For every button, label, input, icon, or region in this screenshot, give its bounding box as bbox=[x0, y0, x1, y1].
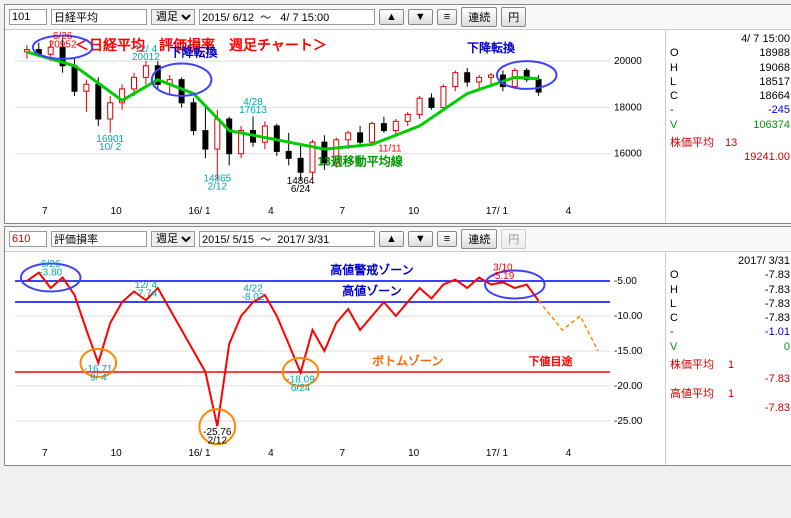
sb2-v: 0 bbox=[784, 340, 790, 354]
svg-text:10: 10 bbox=[111, 448, 123, 459]
nikkei-panel: 週足 ▲ ▼ ≡ 連続 円 16000 18000 20000 7 10 16/ 1 4 7 1… bbox=[4, 4, 791, 224]
svg-text:7: 7 bbox=[339, 206, 345, 217]
toolbar-2: 週足 ▲ ▼ ≡ 連続 円 bbox=[5, 227, 791, 252]
up-button-2[interactable]: ▲ bbox=[379, 231, 404, 247]
svg-text:-8.02: -8.02 bbox=[242, 292, 265, 303]
sb2-date: 2017/ 3/31 bbox=[670, 254, 790, 268]
svg-text:6/24: 6/24 bbox=[291, 184, 311, 195]
svg-text:17/ 1: 17/ 1 bbox=[486, 206, 509, 217]
svg-text:高値ゾーン: 高値ゾーン bbox=[342, 283, 401, 298]
sb1-ma: 19241.00 bbox=[670, 150, 790, 164]
svg-text:下降転換: 下降転換 bbox=[467, 40, 516, 55]
sb1-chg: -245 bbox=[768, 103, 790, 117]
menu-button-1[interactable]: ≡ bbox=[437, 9, 457, 25]
svg-text:10: 10 bbox=[408, 206, 420, 217]
sb1-ma-label: 株価平均 13 bbox=[670, 136, 790, 150]
svg-text:20012: 20012 bbox=[132, 52, 160, 63]
loss-panel: 週足 ▲ ▼ ≡ 連続 円 -5.00 -10.00 -15.00 -20.00 -25… bbox=[4, 226, 791, 466]
name-input-1[interactable] bbox=[51, 9, 147, 25]
cont-button-1[interactable]: 連続 bbox=[461, 7, 497, 27]
svg-text:-5.19: -5.19 bbox=[492, 271, 515, 282]
svg-text:高値警戒ゾーン: 高値警戒ゾーン bbox=[330, 262, 413, 277]
sb1-c: 18664 bbox=[759, 89, 790, 103]
svg-text:4: 4 bbox=[566, 448, 572, 459]
menu-button-2[interactable]: ≡ bbox=[437, 231, 457, 247]
svg-text:-20.00: -20.00 bbox=[614, 381, 643, 392]
tf-select-2[interactable]: 週足 bbox=[151, 231, 195, 247]
code-input-1[interactable] bbox=[9, 9, 47, 25]
range-input-2[interactable] bbox=[199, 231, 375, 247]
svg-text:16/ 1: 16/ 1 bbox=[188, 206, 211, 217]
svg-text:4: 4 bbox=[566, 206, 572, 217]
yen-button-1[interactable]: 円 bbox=[501, 7, 526, 27]
svg-text:7: 7 bbox=[42, 448, 48, 459]
code-input-2[interactable] bbox=[9, 231, 47, 247]
svg-text:10/ 2: 10/ 2 bbox=[99, 142, 122, 153]
chart-1: 16000180002000071016/ 1471017/ 14＜日経平均 評… bbox=[5, 30, 665, 223]
svg-text:10: 10 bbox=[408, 448, 420, 459]
svg-text:11/11: 11/11 bbox=[378, 143, 402, 154]
svg-text:17/ 1: 17/ 1 bbox=[486, 448, 509, 459]
sb2-ma2-label: 高値平均 1 bbox=[670, 387, 790, 401]
svg-text:-10.00: -10.00 bbox=[614, 311, 643, 322]
sidebar-2: 2017/ 3/31 O-7.83 H-7.83 L-7.83 C-7.83 -… bbox=[665, 252, 791, 465]
chart-2: -5.00 -10.00 -15.00 -20.00 -25.00 7 10 16/ 1 4 7 1… bbox=[5, 252, 665, 465]
svg-text:10: 10 bbox=[111, 206, 123, 217]
sb1-date: 4/ 7 15:00 bbox=[670, 32, 790, 46]
svg-text:-7.74: -7.74 bbox=[135, 288, 158, 299]
svg-text:16/ 1: 16/ 1 bbox=[188, 448, 211, 459]
svg-text:4: 4 bbox=[268, 448, 274, 459]
toolbar-1: 週足 ▲ ▼ ≡ 連続 円 bbox=[5, 5, 791, 30]
sb2-ma1: -7.83 bbox=[670, 372, 790, 386]
sb1-h: 19068 bbox=[759, 61, 790, 75]
svg-text:-3.80: -3.80 bbox=[39, 267, 62, 278]
svg-text:-25.00: -25.00 bbox=[614, 416, 643, 427]
svg-text:9/ 4: 9/ 4 bbox=[90, 372, 107, 383]
svg-text:6/24: 6/24 bbox=[291, 383, 311, 394]
svg-text:ボトムゾーン: ボトムゾーン bbox=[372, 353, 443, 368]
down-button-2[interactable]: ▼ bbox=[408, 231, 433, 247]
svg-text:4: 4 bbox=[268, 206, 274, 217]
sb2-ma2: -7.83 bbox=[670, 401, 790, 415]
svg-text:20000: 20000 bbox=[614, 56, 642, 67]
sb1-o: 18988 bbox=[759, 46, 790, 60]
sb2-c: -7.83 bbox=[765, 311, 790, 325]
svg-text:16000: 16000 bbox=[614, 149, 642, 160]
up-button-1[interactable]: ▲ bbox=[379, 9, 404, 25]
svg-text:7: 7 bbox=[339, 448, 345, 459]
svg-text:13週移動平均線: 13週移動平均線 bbox=[317, 153, 402, 168]
name-input-2[interactable] bbox=[51, 231, 147, 247]
svg-text:2/12: 2/12 bbox=[208, 182, 228, 193]
sidebar-1: 4/ 7 15:00 O18988 H19068 L18517 C18664 -… bbox=[665, 30, 791, 223]
down-button-1[interactable]: ▼ bbox=[408, 9, 433, 25]
sb2-l: -7.83 bbox=[765, 297, 790, 311]
sb2-h: -7.83 bbox=[765, 283, 790, 297]
yen-button-2: 円 bbox=[501, 229, 526, 249]
svg-text:2/12: 2/12 bbox=[208, 435, 228, 446]
range-input-1[interactable] bbox=[199, 9, 375, 25]
svg-text:-15.00: -15.00 bbox=[614, 346, 643, 357]
sb1-l: 18517 bbox=[759, 75, 790, 89]
sb1-v: 106374 bbox=[753, 118, 790, 132]
tf-select-1[interactable]: 週足 bbox=[151, 9, 195, 25]
sb2-ma1-label: 株価平均 1 bbox=[670, 358, 790, 372]
svg-text:18000: 18000 bbox=[614, 102, 642, 113]
svg-text:20952: 20952 bbox=[49, 39, 77, 50]
sb2-o: -7.83 bbox=[765, 268, 790, 282]
svg-text:下値目途: 下値目途 bbox=[529, 354, 574, 368]
cont-button-2[interactable]: 連続 bbox=[461, 229, 497, 249]
svg-text:下降転換: 下降転換 bbox=[169, 45, 218, 60]
svg-text:7: 7 bbox=[42, 206, 48, 217]
svg-text:17613: 17613 bbox=[239, 105, 267, 116]
svg-text:-5.00: -5.00 bbox=[614, 276, 637, 287]
sb2-chg: -1.01 bbox=[765, 325, 790, 339]
